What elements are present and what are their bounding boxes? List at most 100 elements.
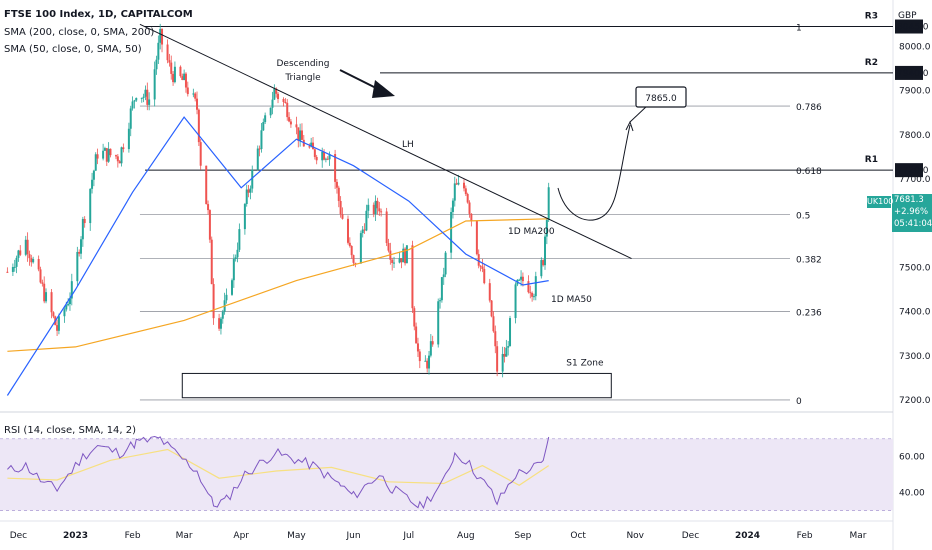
candle-body[interactable] [168,60,171,63]
candle-body[interactable] [387,243,390,251]
candle-body[interactable] [297,127,300,141]
candle-body[interactable] [376,200,379,209]
candle-body[interactable] [439,300,442,302]
candle-body[interactable] [534,276,537,297]
candle-body[interactable] [81,218,84,240]
candle-body[interactable] [120,147,123,164]
candle-body[interactable] [315,156,318,161]
candle-body[interactable] [232,258,235,281]
candle-body[interactable] [144,89,147,97]
candle-body[interactable] [199,142,202,166]
candle-body[interactable] [13,266,16,268]
candle-body[interactable] [391,259,394,263]
candle-body[interactable] [122,147,125,150]
candle-body[interactable] [94,154,97,171]
candle-body[interactable] [481,266,484,269]
candle-body[interactable] [92,170,95,180]
candle-body[interactable] [184,73,187,88]
candle-body[interactable] [352,255,355,263]
candle-body[interactable] [129,108,132,129]
candle-body[interactable] [501,353,504,372]
candle-body[interactable] [78,251,81,254]
candle-body[interactable] [179,66,182,77]
candle-body[interactable] [221,311,224,319]
candle-body[interactable] [505,347,508,357]
trendline[interactable]: LH [139,23,632,259]
candle-body[interactable] [52,312,55,317]
rsi-legend[interactable]: RSI (14, close, SMA, 14, 2) [4,425,137,436]
candle-body[interactable] [260,130,263,149]
candle-body[interactable] [89,188,92,224]
candle-body[interactable] [529,292,532,294]
candle-body[interactable] [43,283,46,302]
candle-body[interactable] [518,279,521,281]
candle-body[interactable] [67,304,70,306]
candle-body[interactable] [102,150,105,159]
candle-body[interactable] [32,259,35,263]
time-axis[interactable]: Dec 2023 Feb Mar Apr May Jun Jul Aug Sep Oct Nov Dec… [10,531,867,541]
candle-body[interactable] [170,62,173,74]
candle-body[interactable] [514,284,517,319]
candle-body[interactable] [547,187,550,220]
candle-body[interactable] [205,165,208,205]
candle-body[interactable] [426,360,429,369]
sma200-legend[interactable]: SMA (200, close, 0, SMA, 200) [4,27,155,38]
candle-body[interactable] [444,252,447,275]
candle-body[interactable] [374,200,377,215]
candle-body[interactable] [63,309,66,317]
candle-body[interactable] [225,294,228,301]
candle-body[interactable] [372,204,375,215]
candle-body[interactable] [400,258,403,263]
candle-body[interactable] [440,277,443,301]
candle-body[interactable] [359,233,362,264]
symbol-title[interactable]: FTSE 100 Index, 1D, CAPITALCOM [4,9,193,20]
candle-body[interactable] [127,128,130,150]
candle-body[interactable] [295,124,298,128]
candle-body[interactable] [540,260,543,277]
candle-body[interactable] [341,214,344,219]
candle-body[interactable] [234,257,237,259]
candle-body[interactable] [116,156,119,162]
candle-body[interactable] [404,248,407,264]
candle-body[interactable] [492,316,495,332]
candle-body[interactable] [532,296,535,298]
candle-body[interactable] [308,146,311,148]
candle-body[interactable] [428,355,431,369]
candle-body[interactable] [155,59,158,70]
candle-body[interactable] [544,236,547,266]
candle-body[interactable] [324,158,327,160]
candle-body[interactable] [531,292,534,297]
candle-body[interactable] [348,242,351,247]
candle-body[interactable] [275,88,278,94]
candle-body[interactable] [208,210,211,240]
candle-body[interactable] [80,239,83,254]
candle-body[interactable] [378,208,381,212]
candle-body[interactable] [363,229,366,231]
candle-body[interactable] [118,161,121,164]
candle-body[interactable] [429,341,432,356]
candle-body[interactable] [284,101,287,103]
candle-body[interactable] [431,341,434,345]
candle-body[interactable] [385,211,388,244]
candle-body[interactable] [183,73,186,81]
candle-body[interactable] [542,260,545,266]
candle-body[interactable] [411,245,414,309]
candle-body[interactable] [424,360,427,362]
candle-body[interactable] [131,101,134,109]
candle-body[interactable] [135,97,138,101]
candle-body[interactable] [41,282,44,284]
candle-body[interactable] [457,182,460,185]
candle-body[interactable] [361,229,364,234]
candle-body[interactable] [437,301,440,345]
candle-body[interactable] [247,189,250,193]
candle-body[interactable] [194,93,197,99]
candle-body[interactable] [15,257,18,267]
candle-body[interactable] [28,254,31,259]
candle-body[interactable] [17,250,20,258]
candle-body[interactable] [159,28,162,43]
candle-body[interactable] [271,99,274,108]
candle-body[interactable] [70,281,73,299]
candle-body[interactable] [475,220,478,255]
candle-body[interactable] [350,246,353,256]
